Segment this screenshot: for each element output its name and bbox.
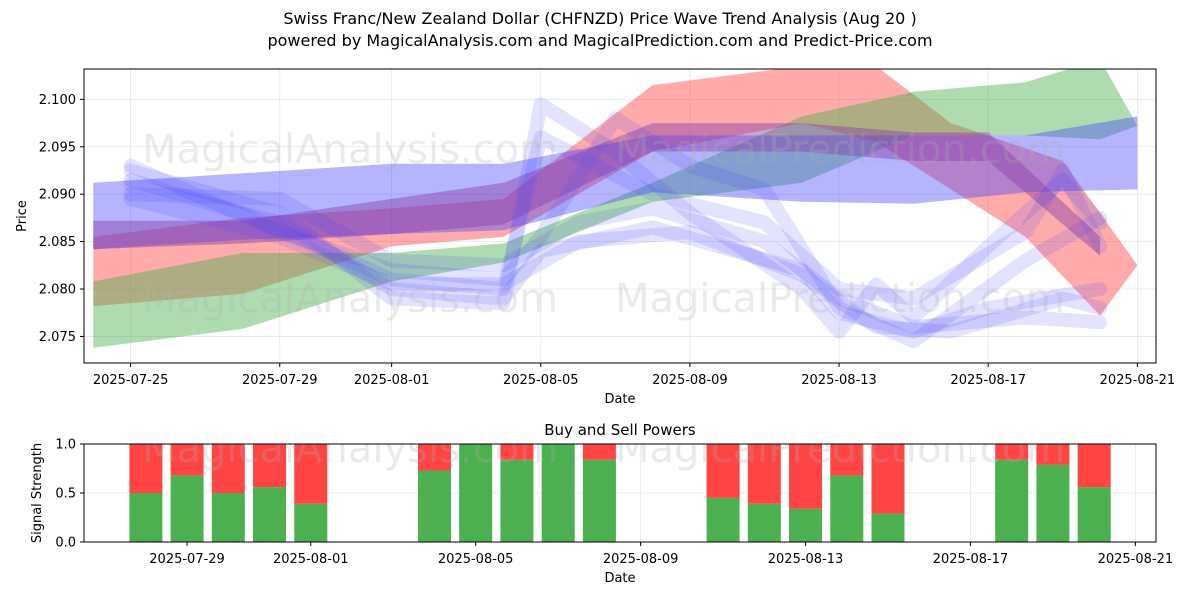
power-watermarks: MagicalAnalysis.com MagicalPrediction.co… bbox=[142, 426, 1065, 472]
sell-power-bar bbox=[747, 444, 781, 504]
sell-power-bar bbox=[1036, 444, 1070, 465]
price-wave-line bbox=[123, 111, 1108, 349]
power-x-tick-label: 2025-08-09 bbox=[603, 552, 679, 567]
price-y-tick-label: 2.075 bbox=[39, 330, 76, 345]
price-x-tick-label: 2025-07-25 bbox=[93, 373, 169, 388]
sell-power-bar bbox=[129, 444, 163, 493]
sell-power-bar bbox=[211, 444, 245, 493]
price-grid bbox=[84, 69, 1156, 363]
power-y-tick-label: 1.0 bbox=[55, 438, 76, 453]
price-waves bbox=[123, 97, 1108, 349]
watermark-prediction-2: MagicalPrediction.com bbox=[615, 276, 1065, 322]
sell-power-bar bbox=[871, 444, 905, 514]
power-y-tick-label: 0.5 bbox=[55, 487, 76, 502]
watermark-analysis: MagicalAnalysis.com bbox=[142, 127, 558, 173]
price-y-tick-label: 2.090 bbox=[39, 188, 76, 203]
price-watermarks: MagicalAnalysis.com MagicalPrediction.co… bbox=[142, 127, 1065, 322]
power-chart: Buy and Sell Powers MagicalAnalysis.com … bbox=[30, 421, 1173, 586]
buy-power-bar bbox=[789, 508, 822, 542]
price-wave-line bbox=[123, 191, 1108, 339]
price-x-tick-label: 2025-08-21 bbox=[1100, 373, 1176, 388]
price-band bbox=[93, 69, 1138, 348]
buy-power-bar bbox=[995, 459, 1029, 542]
buy-power-bar bbox=[830, 475, 864, 542]
price-wave-line bbox=[123, 130, 1108, 306]
buy-power-bar bbox=[129, 493, 163, 542]
sell-power-bar bbox=[170, 444, 204, 476]
watermark-analysis-2: MagicalAnalysis.com bbox=[142, 276, 558, 322]
sell-power-bar bbox=[582, 444, 616, 460]
price-x-tick-label: 2025-08-05 bbox=[503, 373, 579, 388]
buy-power-bar bbox=[418, 470, 451, 542]
power-ticks: 2025-07-29 2025-08-01 2025-08-05 2025-08-09… bbox=[55, 438, 1173, 568]
price-y-tick-label: 2.085 bbox=[39, 235, 76, 250]
power-x-axis-label: Date bbox=[604, 571, 635, 586]
power-x-tick-label: 2025-08-21 bbox=[1098, 552, 1174, 567]
price-y-tick-label: 2.100 bbox=[39, 93, 76, 108]
power-bars bbox=[129, 444, 1111, 542]
buy-power-bar bbox=[1036, 464, 1070, 542]
price-axes-frame bbox=[83, 68, 1157, 364]
price-x-tick-label: 2025-08-01 bbox=[354, 373, 430, 388]
sell-power-bar bbox=[706, 444, 740, 498]
sell-power-bar bbox=[789, 444, 822, 509]
sell-power-bar bbox=[294, 444, 328, 504]
buy-power-bar bbox=[706, 497, 740, 542]
price-y-tick-label: 2.080 bbox=[39, 283, 76, 298]
power-x-tick-label: 2025-08-13 bbox=[768, 552, 844, 567]
sell-power-bar bbox=[1077, 444, 1111, 488]
power-x-tick-label: 2025-07-29 bbox=[149, 552, 225, 567]
price-y-tick-label: 2.095 bbox=[39, 140, 76, 155]
price-band bbox=[93, 69, 1138, 316]
watermark-analysis-3: MagicalAnalysis.com bbox=[142, 426, 558, 472]
price-wave-line bbox=[123, 177, 1108, 339]
power-y-axis-label: Signal Strength bbox=[30, 443, 45, 543]
price-band bbox=[93, 116, 1138, 250]
figure-title: Swiss Franc/New Zealand Dollar (CHFNZD) … bbox=[0, 8, 1200, 52]
power-chart-title: Buy and Sell Powers bbox=[544, 421, 696, 439]
price-x-tick-label: 2025-08-09 bbox=[652, 373, 728, 388]
power-x-tick-label: 2025-08-05 bbox=[438, 552, 514, 567]
buy-power-bar bbox=[500, 459, 534, 542]
watermark-prediction: MagicalPrediction.com bbox=[615, 127, 1065, 173]
price-ticks: 2025-07-25 2025-07-29 2025-08-01 2025-08-05… bbox=[39, 93, 1175, 388]
power-y-tick-label: 0.0 bbox=[55, 536, 76, 551]
sell-power-bar bbox=[418, 444, 451, 471]
buy-power-bar bbox=[541, 444, 575, 542]
buy-power-bar bbox=[459, 444, 493, 542]
sell-power-bar bbox=[830, 444, 864, 476]
buy-power-bar bbox=[1077, 487, 1111, 542]
watermark-prediction-3: MagicalPrediction.com bbox=[615, 426, 1065, 472]
price-wave-line bbox=[123, 97, 1108, 339]
sell-power-bar bbox=[500, 444, 534, 460]
sell-power-bar bbox=[253, 444, 286, 488]
buy-power-bar bbox=[747, 503, 781, 542]
price-x-tick-label: 2025-08-17 bbox=[950, 373, 1026, 388]
title-line-1: Swiss Franc/New Zealand Dollar (CHFNZD) … bbox=[283, 9, 917, 28]
price-bands bbox=[93, 69, 1138, 348]
price-y-axis-label: Price bbox=[15, 200, 30, 232]
price-chart: MagicalAnalysis.com MagicalPrediction.co… bbox=[15, 68, 1175, 407]
price-x-axis-label: Date bbox=[604, 392, 635, 407]
buy-power-bar bbox=[253, 487, 286, 542]
buy-power-bar bbox=[294, 503, 328, 542]
title-line-2: powered by MagicalAnalysis.com and Magic… bbox=[267, 31, 933, 50]
buy-power-bar bbox=[170, 475, 204, 542]
power-x-tick-label: 2025-08-01 bbox=[273, 552, 349, 567]
buy-power-bar bbox=[582, 459, 616, 542]
price-band bbox=[93, 123, 1101, 256]
price-wave-line bbox=[123, 187, 1108, 334]
power-x-tick-label: 2025-08-17 bbox=[933, 552, 1009, 567]
price-x-tick-label: 2025-07-29 bbox=[242, 373, 318, 388]
buy-power-bar bbox=[871, 513, 905, 542]
buy-power-bar bbox=[211, 493, 245, 542]
price-x-tick-label: 2025-08-13 bbox=[801, 373, 877, 388]
sell-power-bar bbox=[995, 444, 1029, 460]
